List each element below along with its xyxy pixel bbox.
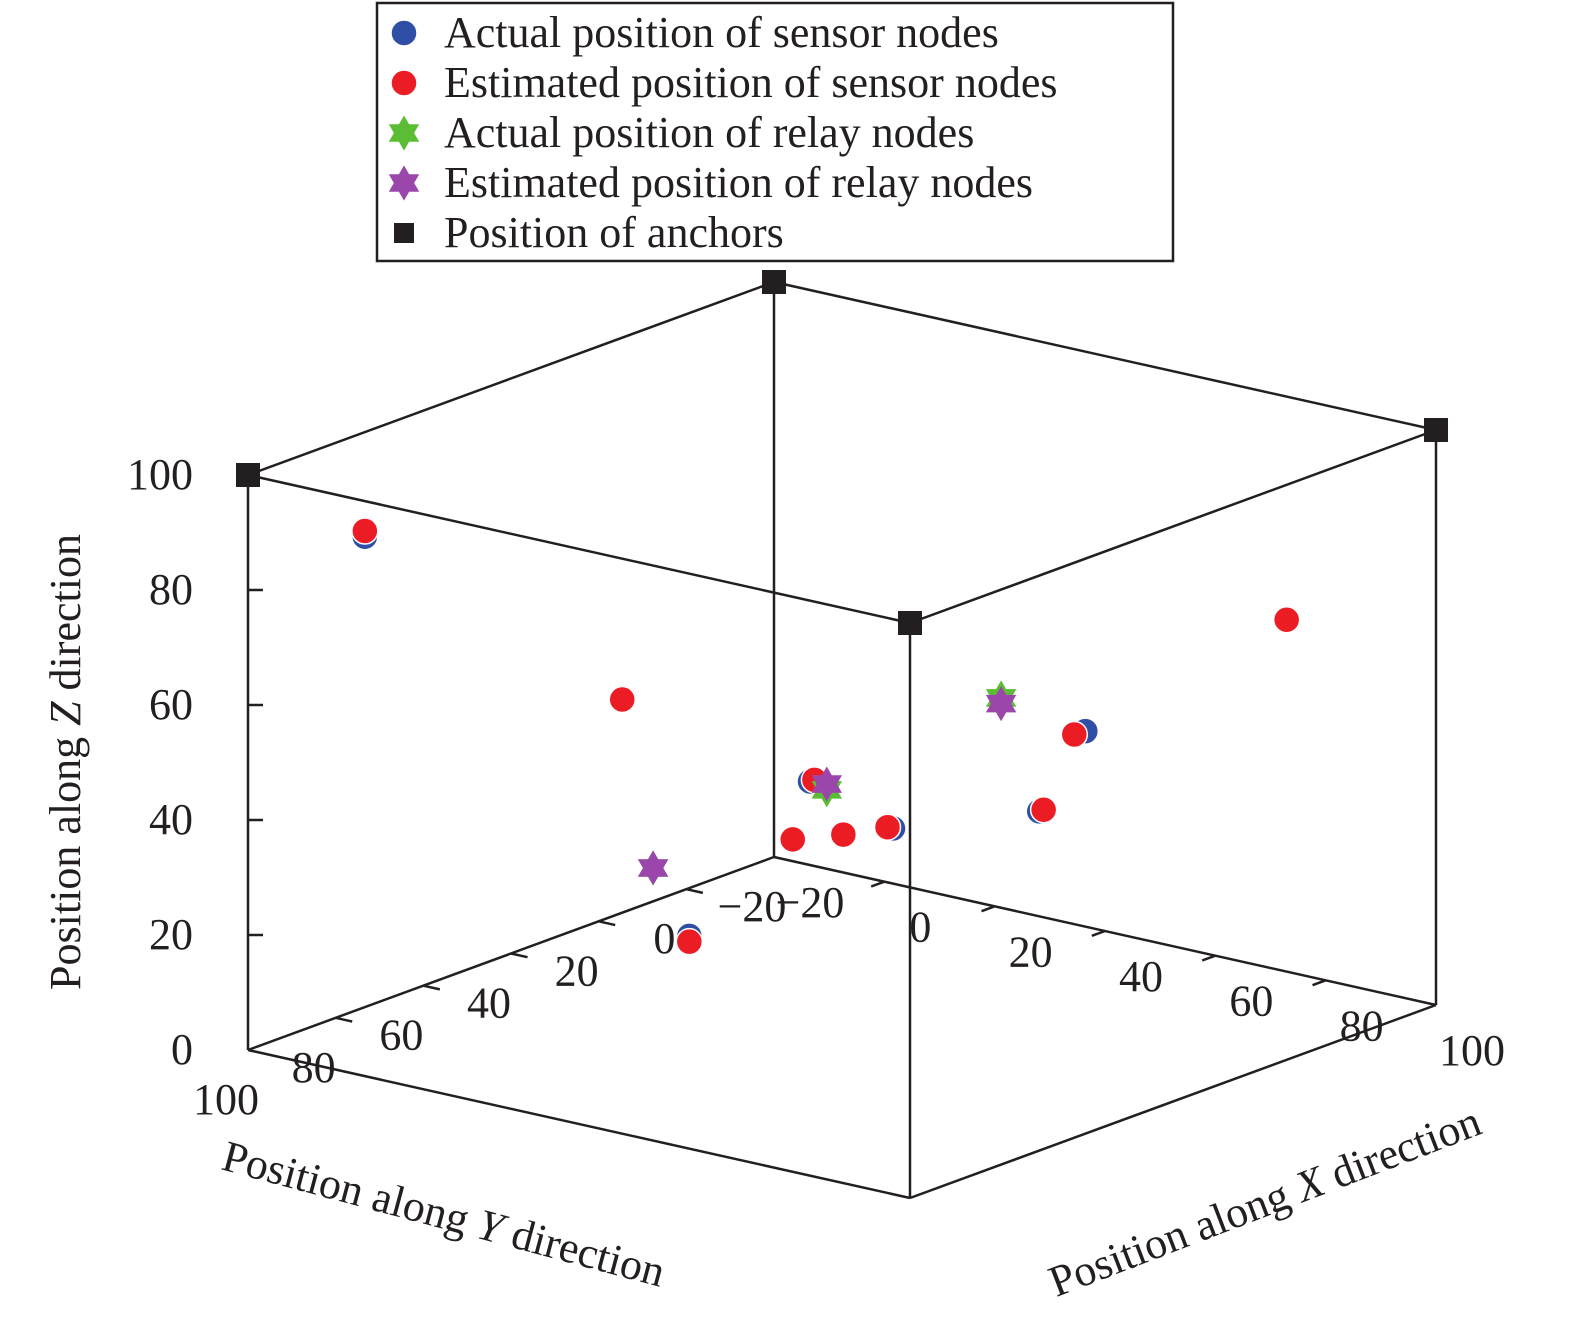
z-tick-label: 40 bbox=[149, 795, 193, 844]
x-tick-label: 60 bbox=[1229, 977, 1273, 1026]
estimated-sensor-point bbox=[1060, 720, 1089, 749]
y-tick-label: 20 bbox=[555, 946, 599, 995]
estimated-relay-point bbox=[637, 850, 669, 886]
y-tick-label: −20 bbox=[718, 882, 787, 931]
z-axis-label: Position along Z direction bbox=[41, 534, 90, 990]
y-tick-label: 80 bbox=[292, 1043, 336, 1092]
x-tick-label: 40 bbox=[1119, 952, 1163, 1001]
y-tick bbox=[686, 887, 704, 895]
estimated-sensor-point bbox=[608, 685, 636, 714]
x-tick bbox=[1312, 979, 1327, 987]
legend-label: Estimated position of relay nodes bbox=[444, 158, 1033, 207]
legend-marker bbox=[390, 19, 418, 47]
box-edge bbox=[909, 1003, 1437, 1200]
x-tick-label: −20 bbox=[776, 878, 845, 927]
series-estimated-relay-point bbox=[637, 686, 1017, 886]
estimated-relay-point bbox=[811, 766, 842, 802]
y-tick bbox=[598, 920, 616, 927]
legend-item: Estimated position of relay nodes bbox=[388, 158, 1033, 207]
legend-label: Actual position of sensor nodes bbox=[444, 8, 999, 57]
anchor-point bbox=[1424, 418, 1448, 442]
x-tick-label: 80 bbox=[1340, 1001, 1384, 1050]
data-points bbox=[236, 270, 1448, 956]
tick-labels: −20020406080100−200204060801000204060801… bbox=[127, 450, 1505, 1124]
box-edge bbox=[247, 473, 911, 625]
y-tick-label: 60 bbox=[379, 1011, 423, 1060]
legend-frame bbox=[375, 1, 1175, 263]
estimated-sensor-point bbox=[829, 820, 858, 849]
estimated-sensor-point bbox=[675, 927, 704, 956]
estimated-sensor-point bbox=[778, 825, 807, 854]
x-tick-label: 20 bbox=[1009, 927, 1053, 976]
estimated-relay-point bbox=[985, 686, 1017, 722]
y-tick-label: 40 bbox=[467, 979, 511, 1028]
x-tick bbox=[870, 880, 885, 888]
estimated-sensor-point bbox=[351, 517, 379, 545]
box-edge bbox=[247, 280, 775, 477]
estimated-sensor-point bbox=[1029, 796, 1058, 824]
anchor-point bbox=[898, 611, 922, 635]
y-tick bbox=[335, 1016, 353, 1023]
y-axis-label: Position along Y direction bbox=[217, 1131, 670, 1296]
legend-marker bbox=[388, 115, 420, 151]
z-tick-label: 0 bbox=[171, 1025, 193, 1074]
legend-label: Position of anchors bbox=[444, 208, 784, 257]
box-edge bbox=[773, 280, 1437, 432]
estimated-sensor-point bbox=[1272, 605, 1301, 634]
x-tick bbox=[1091, 929, 1106, 937]
legend-item: Actual position of relay nodes bbox=[388, 108, 974, 157]
legend-marker bbox=[388, 165, 420, 201]
z-tick-label: 80 bbox=[149, 565, 193, 614]
y-tick bbox=[510, 952, 528, 959]
legend-item: Actual position of sensor nodes bbox=[390, 8, 999, 57]
axis-ticks bbox=[248, 588, 1327, 1023]
series-anchor-point bbox=[236, 270, 1448, 635]
x-tick-label: 100 bbox=[1439, 1026, 1505, 1075]
legend-marker bbox=[390, 69, 418, 97]
x-tick-label: 0 bbox=[909, 903, 931, 952]
y-tick-label: 100 bbox=[193, 1075, 259, 1124]
z-tick-label: 100 bbox=[127, 450, 193, 499]
z-tick-label: 60 bbox=[149, 680, 193, 729]
legend-item: Estimated position of sensor nodes bbox=[390, 58, 1058, 107]
anchor-point bbox=[762, 270, 786, 294]
axes-box bbox=[246, 280, 1438, 1200]
x-tick bbox=[1201, 954, 1216, 962]
y-tick-label: 0 bbox=[653, 914, 675, 963]
legend-label: Estimated position of sensor nodes bbox=[444, 58, 1058, 107]
box-edge bbox=[909, 428, 1437, 625]
legend-marker bbox=[394, 223, 414, 243]
series-estimated-sensor-point bbox=[351, 517, 1301, 956]
x-axis-label: Position along X direction bbox=[1042, 1096, 1487, 1306]
anchor-point bbox=[236, 463, 260, 487]
legend-label: Actual position of relay nodes bbox=[444, 108, 974, 157]
z-tick-label: 20 bbox=[149, 910, 193, 959]
x-tick bbox=[981, 905, 996, 913]
legend: Actual position of sensor nodesEstimated… bbox=[375, 1, 1175, 263]
y-tick bbox=[423, 984, 441, 991]
estimated-sensor-point bbox=[873, 813, 902, 841]
box-edge bbox=[247, 1048, 911, 1200]
legend-item: Position of anchors bbox=[394, 208, 784, 257]
